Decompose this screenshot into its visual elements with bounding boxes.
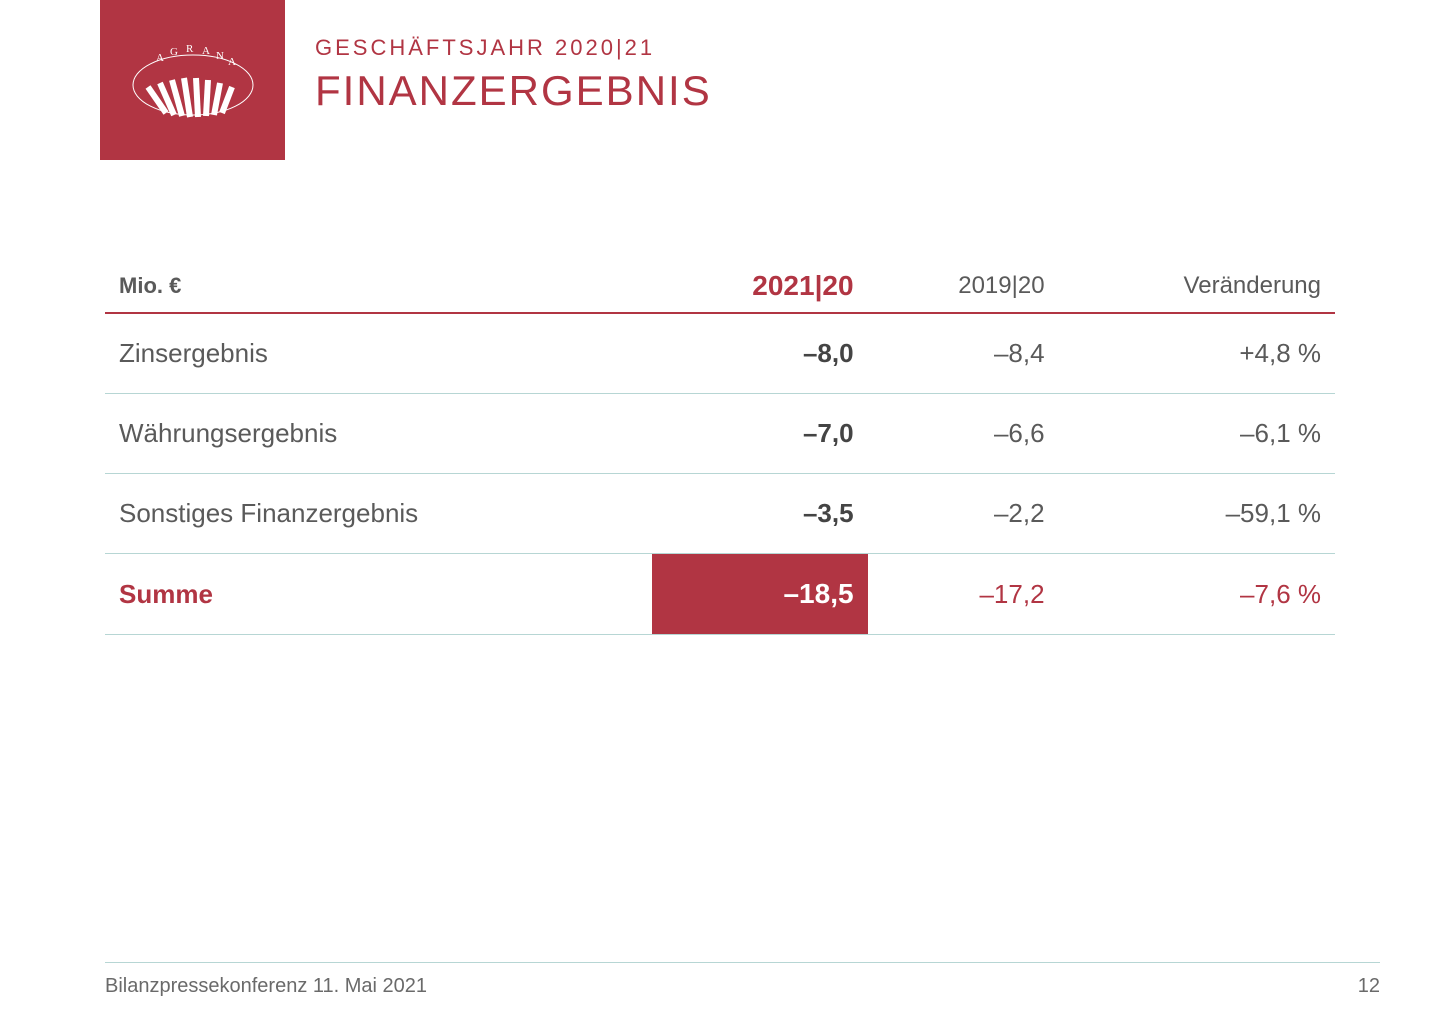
svg-text:A: A [228,56,239,68]
svg-text:G: G [170,46,181,58]
row-cy: –3,5 [652,474,868,554]
sum-cy: –18,5 [652,554,868,635]
table-row: Zinsergebnis –8,0 –8,4 +4,8 % [105,313,1335,394]
row-label: Zinsergebnis [105,313,652,394]
table-row: Währungsergebnis –7,0 –6,6 –6,1 % [105,394,1335,474]
table-header-row: Mio. € 2021|20 2019|20 Veränderung [105,260,1335,313]
col-header-change: Veränderung [1059,260,1335,313]
title-block: GESCHÄFTSJAHR 2020|21 FINANZERGEBNIS [315,35,712,115]
col-header-current-year: 2021|20 [652,260,868,313]
row-label: Währungsergebnis [105,394,652,474]
row-chg: –6,1 % [1059,394,1335,474]
page-number: 12 [1358,975,1380,998]
row-py: –8,4 [868,313,1059,394]
slide-header: A G R A N A GESCHÄFTSJAHR 2020|21 FINANZ… [0,0,1440,160]
slide-subtitle: GESCHÄFTSJAHR 2020|21 [315,35,712,61]
svg-text:R: R [186,43,196,55]
brand-logo-block: A G R A N A [100,0,285,160]
row-label: Sonstiges Finanzergebnis [105,474,652,554]
sum-py: –17,2 [868,554,1059,635]
col-header-prior-year: 2019|20 [868,260,1059,313]
row-chg: +4,8 % [1059,313,1335,394]
table-sum-row: Summe –18,5 –17,2 –7,6 % [105,554,1335,635]
svg-text:N: N [216,50,227,62]
slide-footer: Bilanzpressekonferenz 11. Mai 2021 12 [105,962,1380,998]
table-row: Sonstiges Finanzergebnis –3,5 –2,2 –59,1… [105,474,1335,554]
row-cy: –8,0 [652,313,868,394]
sum-label: Summe [105,554,652,635]
svg-text:A: A [156,52,167,64]
sum-chg: –7,6 % [1059,554,1335,635]
col-header-label: Mio. € [105,260,652,313]
svg-text:A: A [202,45,213,57]
row-py: –6,6 [868,394,1059,474]
agrana-logo-icon: A G R A N A [128,35,258,125]
footer-text: Bilanzpressekonferenz 11. Mai 2021 [105,975,427,998]
row-cy: –7,0 [652,394,868,474]
slide-title: FINANZERGEBNIS [315,67,712,115]
financial-table: Mio. € 2021|20 2019|20 Veränderung Zinse… [105,260,1335,635]
row-py: –2,2 [868,474,1059,554]
row-chg: –59,1 % [1059,474,1335,554]
